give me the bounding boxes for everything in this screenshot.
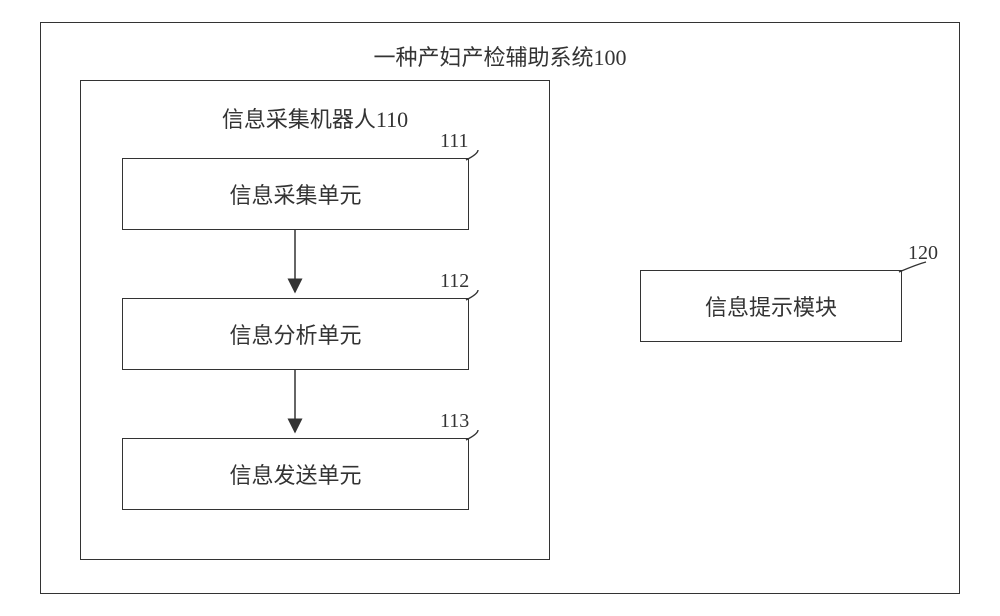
module-120-callout (0, 0, 1000, 616)
